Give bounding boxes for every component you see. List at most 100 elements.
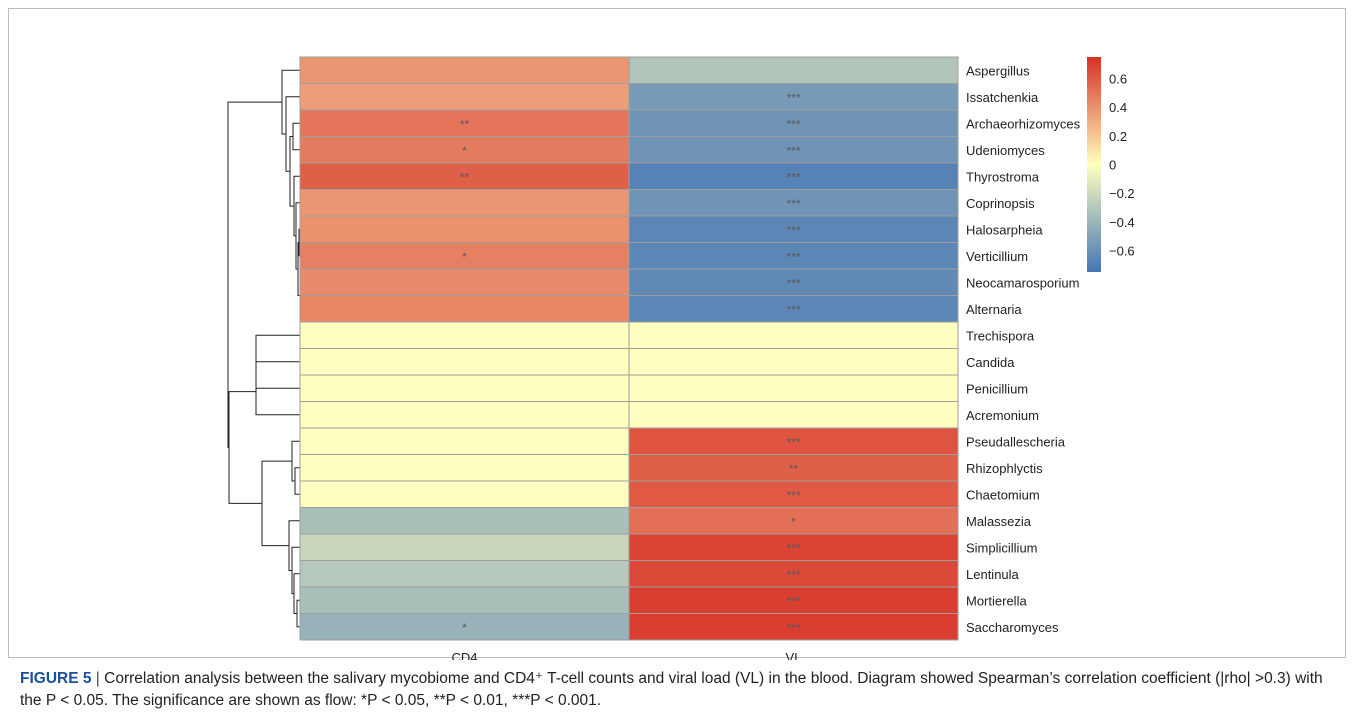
significance-mark: * xyxy=(791,515,796,529)
heatmap-cell xyxy=(299,162,630,190)
heatmap-cell xyxy=(299,295,630,323)
heatmap-cell xyxy=(628,560,959,588)
heatmap-cell xyxy=(299,401,630,429)
dendrogram-branch xyxy=(288,520,300,571)
heatmap-cell xyxy=(628,348,959,376)
heatmap-cell xyxy=(628,109,959,137)
heatmap-cell xyxy=(299,427,630,455)
dendrogram-branch xyxy=(261,460,292,547)
row-label: Issatchenkia xyxy=(966,90,1039,105)
legend-tick-label: 0.6 xyxy=(1109,72,1127,87)
heatmap-cell xyxy=(628,189,959,217)
significance-mark: *** xyxy=(786,276,800,290)
significance-mark: *** xyxy=(786,488,800,502)
row-label: Thyrostroma xyxy=(966,169,1040,184)
heatmap-cell xyxy=(628,374,959,402)
significance-mark: *** xyxy=(786,144,800,158)
heatmap-cell xyxy=(299,109,630,137)
heatmap-cell xyxy=(299,215,630,243)
figure-frame xyxy=(8,8,1346,658)
row-label: Pseudallescheria xyxy=(966,434,1066,449)
heatmap-cell xyxy=(299,189,630,217)
significance-mark: *** xyxy=(786,117,800,131)
dendrogram-branch xyxy=(228,391,262,504)
dendrogram-branch xyxy=(291,546,300,595)
row-label: Aspergillus xyxy=(966,63,1030,78)
significance-mark: *** xyxy=(786,541,800,555)
row-label: Penicillium xyxy=(966,381,1028,396)
significance-mark: * xyxy=(462,250,467,264)
legend-tick-label: 0 xyxy=(1109,158,1116,173)
heatmap-cell xyxy=(628,401,959,429)
heatmap-chart: ***** **** ***** ********** ****************… xyxy=(227,56,1135,660)
heatmap-cell xyxy=(628,268,959,296)
row-label: Verticillium xyxy=(966,249,1028,264)
dendrogram-branch xyxy=(294,467,300,495)
significance-mark: ** xyxy=(789,462,799,476)
dendrogram-branch xyxy=(255,334,300,363)
caption-text: Correlation analysis between the salivar… xyxy=(20,670,1323,709)
color-legend: 0.6 0.4 0.2 0 −0.2 −0.4 −0.6 xyxy=(1087,57,1135,272)
row-label: Simplicillium xyxy=(966,540,1038,555)
row-label: Alternaria xyxy=(966,302,1022,317)
significance-mark: *** xyxy=(786,250,800,264)
heatmap-cell xyxy=(628,56,959,84)
dendrogram-branch xyxy=(292,122,300,151)
heatmap-cell xyxy=(628,427,959,455)
caption-separator: | xyxy=(91,670,105,687)
row-label: Mortierella xyxy=(966,593,1027,608)
row-dendrogram xyxy=(227,69,301,628)
row-label: Rhizophlyctis xyxy=(966,461,1043,476)
heatmap-cell xyxy=(628,507,959,535)
significance-mark: *** xyxy=(786,197,800,211)
heatmap-cell xyxy=(299,507,630,535)
significance-mark: * xyxy=(462,621,467,635)
significance-mark: *** xyxy=(786,594,800,608)
legend-tick-label: 0.2 xyxy=(1109,129,1127,144)
heatmap-cell xyxy=(628,586,959,614)
column-labels: CD4 VL xyxy=(451,650,801,660)
caption-label: FIGURE 5 xyxy=(20,670,92,687)
significance-mark: ** xyxy=(460,170,470,184)
significance-mark: *** xyxy=(786,223,800,237)
significance-mark: *** xyxy=(786,303,800,317)
legend-tick-label: −0.2 xyxy=(1109,186,1135,201)
heatmap-cell xyxy=(299,321,630,349)
significance-mark: ** xyxy=(460,117,470,131)
heatmap-cell xyxy=(299,268,630,296)
row-label: Acremonium xyxy=(966,408,1039,423)
heatmap-cell xyxy=(299,586,630,614)
legend-tick-label: 0.4 xyxy=(1109,100,1127,115)
row-label: Chaetomium xyxy=(966,487,1040,502)
significance-mark: *** xyxy=(786,170,800,184)
significance-mark: *** xyxy=(786,568,800,582)
heatmap-cell xyxy=(299,83,630,111)
heatmap-cell xyxy=(299,56,630,84)
row-label: Saccharomyces xyxy=(966,620,1059,635)
figure-caption: FIGURE 5 | Correlation analysis between … xyxy=(20,668,1340,712)
heatmap-cell xyxy=(628,136,959,164)
heatmap-cell xyxy=(628,162,959,190)
row-label: Malassezia xyxy=(966,514,1032,529)
heatmap-cell xyxy=(299,613,630,641)
column-label: VL xyxy=(786,650,802,660)
dendrogram-branch xyxy=(291,440,300,482)
heatmap-cell xyxy=(628,295,959,323)
heatmap-cells xyxy=(299,56,959,641)
heatmap-cell xyxy=(299,242,630,270)
heatmap-cell xyxy=(628,242,959,270)
row-label: Archaeorhizomyces xyxy=(966,116,1081,131)
significance-marks: ***** **** ***** ********** ****************… xyxy=(460,91,801,635)
heatmap-cell xyxy=(299,480,630,508)
heatmap-cell xyxy=(299,533,630,561)
heatmap-cell xyxy=(628,321,959,349)
row-labels: Aspergillus Issatchenkia Archaeorhizomyces… xyxy=(966,63,1081,635)
legend-tick-label: −0.6 xyxy=(1109,244,1135,259)
heatmap-cell xyxy=(299,136,630,164)
significance-mark: *** xyxy=(786,435,800,449)
significance-mark: *** xyxy=(786,621,800,635)
row-label: Neocamarosporium xyxy=(966,275,1079,290)
heatmap-cell xyxy=(299,560,630,588)
row-label: Halosarpheia xyxy=(966,222,1043,237)
row-label: Udeniomyces xyxy=(966,143,1045,158)
